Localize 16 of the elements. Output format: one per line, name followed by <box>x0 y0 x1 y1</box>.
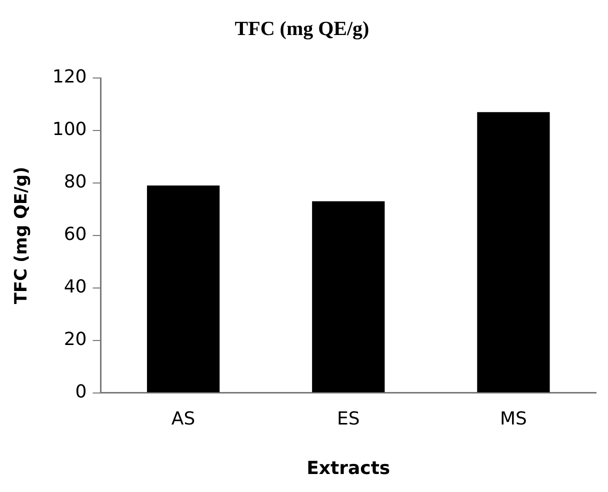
x-axis-title: Extracts <box>306 458 390 479</box>
bar <box>146 186 220 392</box>
y-tick-label: 40 <box>64 276 87 298</box>
chart-title: TFC (mg QE/g) <box>234 18 370 40</box>
x-tick-label: AS <box>171 408 196 430</box>
y-tick-label: 100 <box>52 119 87 140</box>
y-tick-label: 60 <box>64 224 87 246</box>
y-axis-title: TFC (mg QE/g) <box>12 166 32 304</box>
bar <box>477 112 550 392</box>
x-tick-label: MS <box>500 408 527 430</box>
x-tick-label: ES <box>336 408 360 430</box>
y-tick-label: 20 <box>64 329 87 350</box>
bar <box>312 201 385 392</box>
y-tick-label: 0 <box>75 381 87 402</box>
y-tick-label: 80 <box>64 172 87 193</box>
y-tick-label: 120 <box>52 66 87 88</box>
